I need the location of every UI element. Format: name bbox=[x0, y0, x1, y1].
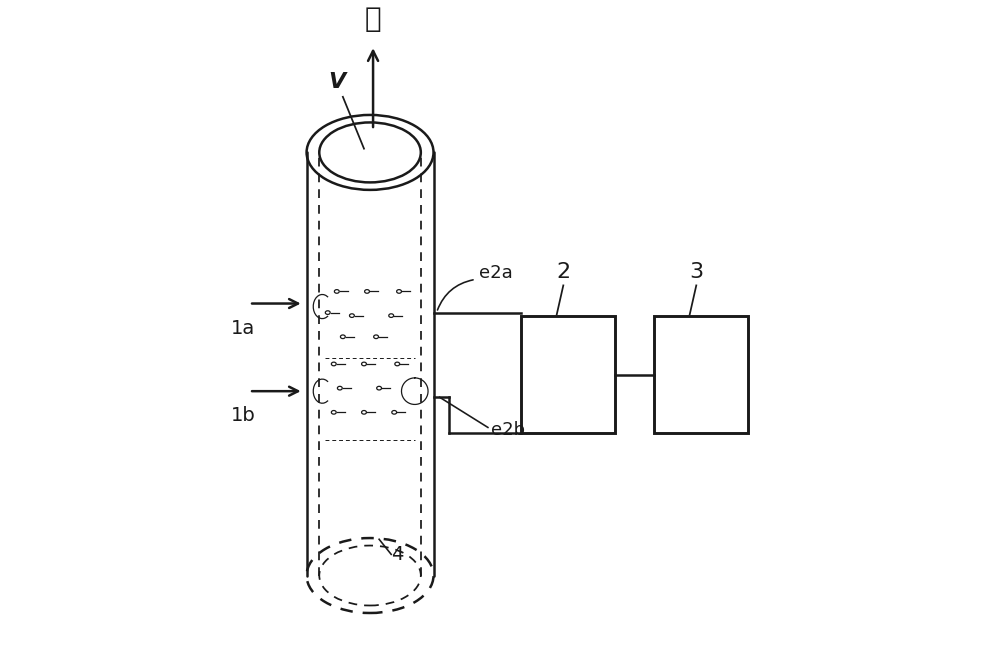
Text: 2: 2 bbox=[556, 263, 570, 282]
Bar bbox=[521, 316, 615, 434]
Text: 4: 4 bbox=[391, 545, 404, 564]
Bar bbox=[654, 316, 748, 434]
Text: 1a: 1a bbox=[231, 318, 255, 337]
Text: 1b: 1b bbox=[231, 406, 255, 425]
Text: 流: 流 bbox=[365, 5, 381, 33]
Text: V: V bbox=[328, 71, 345, 92]
Text: e2b: e2b bbox=[491, 421, 525, 440]
Text: 3: 3 bbox=[689, 263, 703, 282]
Text: e2a: e2a bbox=[479, 265, 513, 282]
